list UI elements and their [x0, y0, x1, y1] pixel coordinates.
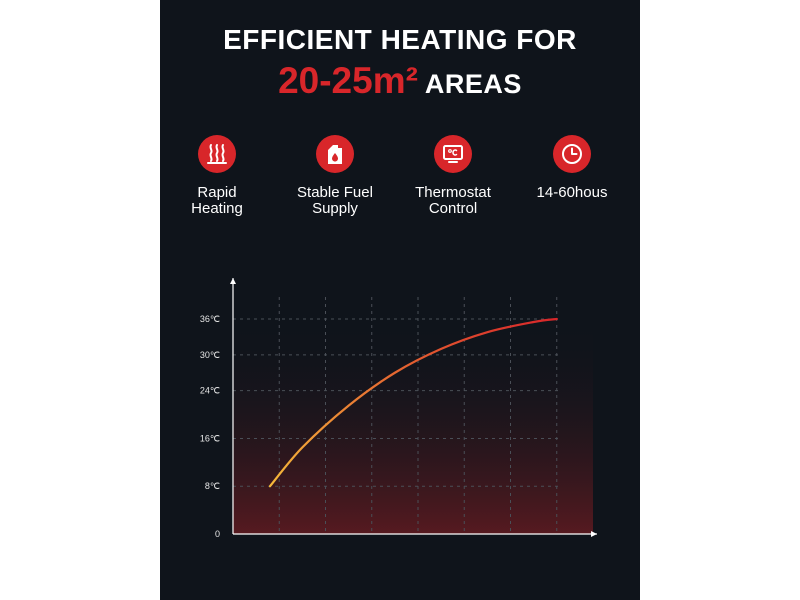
x-axis-arrow [591, 531, 597, 537]
y-tick-label: 0 [215, 529, 220, 539]
heating-curve [268, 317, 558, 488]
feature-label: 14-60hous [536, 184, 608, 201]
feature-label: Stable Fuel Supply [297, 184, 373, 217]
feature-row: Rapid Heating Stable Fuel Supply Therm [160, 135, 640, 225]
temperature-chart: 0 8℃ 16℃ 24℃ 30℃ 36℃ [200, 278, 597, 539]
headline-line-1: EFFICIENT HEATING FOR [223, 24, 577, 55]
y-tick-label: 36℃ [200, 314, 220, 324]
y-tick-label: 8℃ [205, 481, 220, 491]
feature-label: Rapid Heating [191, 184, 243, 217]
y-tick-label: 24℃ [200, 386, 220, 396]
y-tick-label: 16℃ [200, 433, 220, 443]
heat-waves-icon [198, 135, 236, 173]
feature-label: Thermostat Control [415, 184, 491, 217]
y-tick-label: 30℃ [200, 350, 220, 360]
feature-rapid-heating: Rapid Heating [160, 135, 277, 217]
headline-area-highlight: 20-25m² [278, 60, 418, 101]
feature-thermostat-control: Thermostat Control [393, 135, 513, 217]
infographic-panel: EFFICIENT HEATING FOR 20-25m² AREAS Rapi… [160, 0, 640, 600]
headline-line-2: 20-25m² AREAS [160, 60, 640, 102]
y-axis-arrow [230, 278, 236, 284]
thermostat-icon [434, 135, 472, 173]
fuel-canister-icon [316, 135, 354, 173]
clock-icon [553, 135, 591, 173]
feature-stable-fuel: Stable Fuel Supply [275, 135, 395, 217]
headline-areas-word: AREAS [417, 69, 522, 99]
chart-area-fill [233, 319, 593, 534]
feature-runtime: 14-60hous [512, 135, 632, 201]
